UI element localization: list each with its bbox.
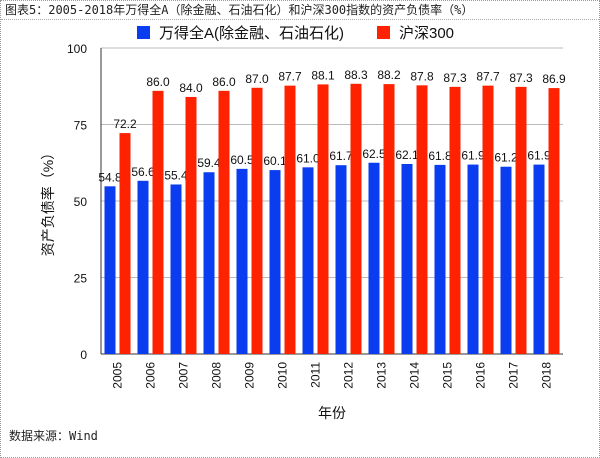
x-tick-label: 2017 (507, 362, 521, 389)
bar-hs300 (482, 85, 494, 354)
data-label: 87.8 (410, 69, 434, 83)
bar-wind-a (170, 184, 182, 354)
y-tick-label: 0 (80, 348, 87, 362)
bar-wind-a (203, 172, 215, 354)
bar-wind-a (434, 164, 446, 354)
data-label: 60.5 (230, 153, 254, 167)
bar-wind-a (335, 165, 347, 354)
data-label: 88.3 (344, 68, 368, 82)
data-label: 61.2 (494, 151, 518, 165)
bar-hs300 (119, 133, 131, 354)
source-note: 数据来源：Wind (9, 429, 98, 443)
data-label: 86.0 (212, 75, 236, 89)
bar-wind-a (401, 163, 413, 354)
data-label: 61.0 (296, 151, 320, 165)
bar-wind-a (302, 167, 314, 354)
bar-chart: 0 25 50 75 100 54.8 72.2 2005 56.6 86.0 2006 55.4 84… (40, 24, 566, 421)
bar-hs300 (515, 86, 527, 354)
x-tick-label: 2009 (243, 362, 257, 389)
data-label: 62.5 (362, 147, 386, 161)
bar-wind-a (269, 170, 281, 354)
bar-hs300 (449, 86, 461, 354)
bar-wind-a (236, 168, 248, 354)
data-label: 88.1 (311, 68, 335, 82)
bar-wind-a (104, 186, 116, 354)
y-tick-label: 50 (74, 195, 88, 209)
x-tick-label: 2007 (177, 362, 191, 389)
bar-hs300 (251, 87, 263, 354)
bar-hs300 (317, 84, 329, 354)
data-label: 86.9 (542, 72, 566, 86)
x-tick-label: 2016 (474, 362, 488, 389)
x-tick-label: 2015 (441, 362, 455, 389)
y-tick-label: 75 (74, 119, 88, 133)
legend-label: 万得全A(除金融、石油石化) (159, 24, 344, 42)
bar-wind-a (368, 162, 380, 354)
bar-hs300 (416, 85, 428, 354)
x-tick-label: 2006 (144, 362, 158, 389)
data-label: 87.7 (476, 70, 500, 84)
x-tick-label: 2008 (210, 362, 224, 389)
bar-hs300 (350, 83, 362, 354)
x-tick-label: 2018 (540, 362, 554, 389)
y-tick-label: 100 (67, 42, 87, 56)
legend-label: 沪深300 (399, 25, 454, 42)
x-tick-label: 2012 (342, 362, 356, 389)
y-tick-label: 25 (74, 272, 88, 286)
x-tick-label: 2011 (309, 362, 323, 388)
legend-swatch (377, 26, 390, 39)
y-axis-title: 资产负债率（%） (40, 146, 56, 256)
bar-wind-a (533, 164, 545, 354)
data-label: 61.9 (527, 149, 551, 163)
x-tick-label: 2010 (276, 362, 290, 389)
bar-hs300 (383, 84, 395, 354)
data-label: 61.8 (428, 149, 452, 163)
data-label: 87.7 (278, 70, 302, 84)
data-label: 87.3 (443, 71, 467, 85)
x-tick-label: 2005 (111, 362, 125, 389)
x-axis-title: 年份 (318, 405, 346, 421)
data-label: 86.0 (146, 75, 170, 89)
chart-title: 图表5：2005-2018年万得全A（除金融、石油石化）和沪深300指数的资产负… (1, 1, 599, 20)
data-label: 72.2 (113, 117, 137, 131)
data-label: 87.3 (509, 71, 533, 85)
data-label: 54.8 (98, 170, 122, 184)
data-label: 59.4 (197, 156, 221, 170)
data-label: 88.2 (377, 68, 401, 82)
bar-hs300 (152, 90, 164, 354)
data-label: 84.0 (179, 81, 203, 95)
data-label: 60.1 (263, 154, 287, 168)
data-label: 62.1 (395, 148, 419, 162)
bar-hs300 (284, 85, 296, 354)
bar-wind-a (137, 180, 149, 354)
bar-hs300 (185, 96, 197, 355)
x-tick-label: 2014 (408, 362, 422, 389)
bar-wind-a (467, 164, 479, 354)
data-label: 61.9 (461, 149, 485, 163)
bar-hs300 (548, 88, 560, 354)
data-label: 56.6 (131, 165, 155, 179)
legend-swatch (137, 26, 150, 39)
x-tick-label: 2013 (375, 362, 389, 389)
data-label: 87.0 (245, 72, 269, 86)
bar-hs300 (218, 90, 230, 354)
data-label: 55.4 (164, 168, 188, 182)
bar-wind-a (500, 166, 512, 354)
data-label: 61.7 (329, 149, 353, 163)
